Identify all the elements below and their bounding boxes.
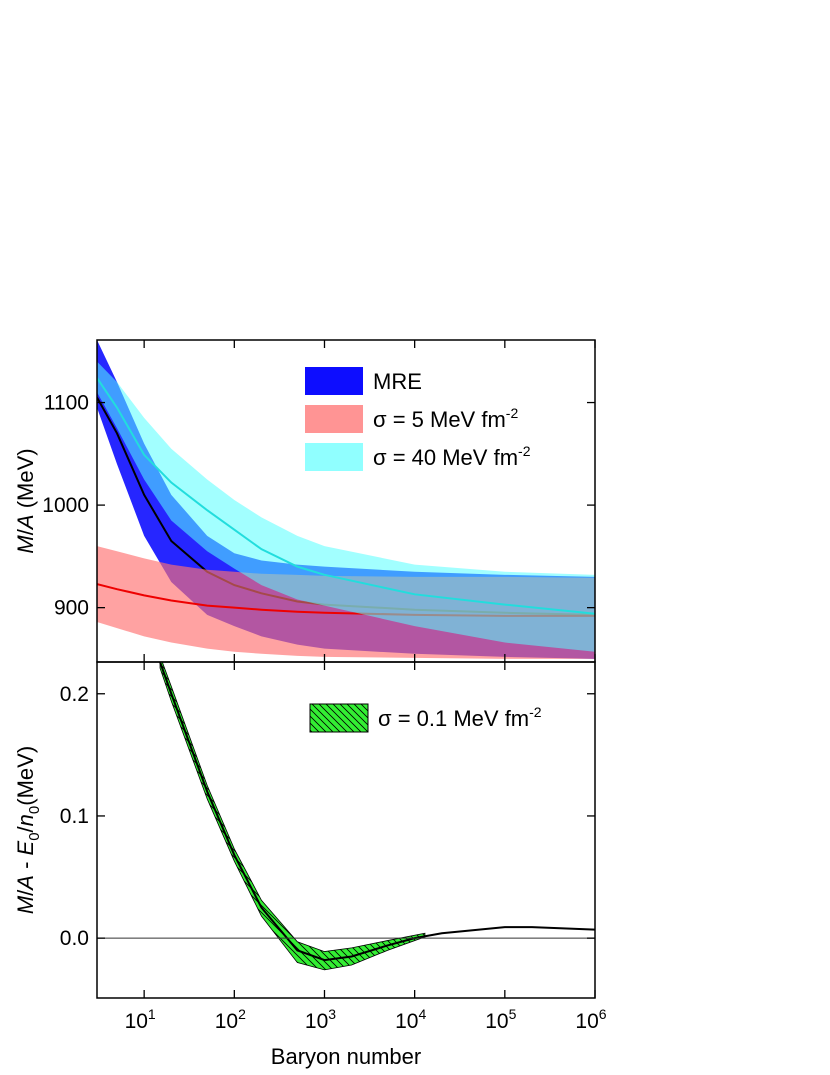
legend-name: σ = 0.1 MeV fm xyxy=(378,706,529,731)
y-axis-label-part: A xyxy=(13,875,38,892)
plot-area xyxy=(97,340,595,659)
x-tick-exponent: 3 xyxy=(328,1006,336,1022)
y-axis-label-part: (MeV) xyxy=(13,746,38,806)
x-tick-exponent: 1 xyxy=(148,1006,156,1022)
y-axis-label-part: (MeV) xyxy=(13,448,38,514)
x-tick-label: 103 xyxy=(305,1006,336,1033)
x-tick-base: 10 xyxy=(125,1010,148,1033)
legend-name: σ = 40 MeV fm xyxy=(373,445,518,470)
x-tick-base: 10 xyxy=(215,1010,238,1033)
x-tick-base: 10 xyxy=(305,1010,328,1033)
x-tick-exponent: 4 xyxy=(418,1006,426,1022)
y-axis-label-part: M xyxy=(13,895,38,914)
x-tick-exponent: 6 xyxy=(599,1006,607,1022)
legend-label: σ = 40 MeV fm-2 xyxy=(373,443,531,470)
x-tick-exponent: 5 xyxy=(509,1006,517,1022)
x-tick-label: 101 xyxy=(125,1006,156,1033)
x-tick-base: 10 xyxy=(575,1010,598,1033)
legend-label: MRE xyxy=(373,369,422,394)
y-axis-label-part: / xyxy=(13,889,38,896)
y-axis-label-part: M xyxy=(13,535,38,554)
legend-name: MRE xyxy=(373,369,422,394)
x-tick-label: 106 xyxy=(575,1006,606,1033)
y-axis-label: M/A - E0/n0(MeV) xyxy=(13,746,43,914)
legend-exponent: -2 xyxy=(506,405,519,421)
x-tick-label: 104 xyxy=(395,1006,426,1033)
line xyxy=(159,662,595,962)
y-axis-label-part: / xyxy=(13,528,38,535)
y-axis-label-part: A xyxy=(13,514,38,531)
y-tick-label: 0.1 xyxy=(60,805,89,828)
y-tick-label: 1100 xyxy=(44,392,89,415)
x-tick-exponent: 2 xyxy=(238,1006,246,1022)
x-axis-label: Baryon number xyxy=(271,1044,421,1069)
y-axis-label-part: E xyxy=(13,840,38,855)
x-tick-base: 10 xyxy=(395,1010,418,1033)
band xyxy=(97,361,595,652)
y-tick-label: 0.2 xyxy=(60,683,89,706)
legend-exponent: -2 xyxy=(518,443,531,459)
y-tick-label: 0.0 xyxy=(60,927,89,950)
line xyxy=(97,377,595,615)
y-axis-label-part: n xyxy=(13,814,38,826)
x-tick-label: 105 xyxy=(485,1006,516,1033)
y-axis-label-part: 0 xyxy=(26,832,43,840)
legend-exponent: -2 xyxy=(529,704,542,720)
x-tick-label: 102 xyxy=(215,1006,246,1033)
x-tick-base: 10 xyxy=(485,1010,508,1033)
y-tick-label: 900 xyxy=(54,597,89,620)
legend-swatch xyxy=(309,703,369,733)
legend-swatch xyxy=(305,443,363,471)
y-axis-label-part: - xyxy=(13,855,38,875)
plot-area xyxy=(159,662,595,971)
legend-swatch xyxy=(305,367,363,395)
legend-label: σ = 5 MeV fm-2 xyxy=(373,405,518,432)
band xyxy=(159,662,426,971)
frame xyxy=(96,661,596,999)
legend-label: σ = 0.1 MeV fm-2 xyxy=(378,704,542,731)
y-tick-label: 1000 xyxy=(42,494,89,517)
legend-swatch xyxy=(305,405,363,433)
y-axis-label-part: / xyxy=(13,825,38,832)
y-axis-label: M/A (MeV) xyxy=(13,448,38,553)
y-axis-label-part: 0 xyxy=(26,806,43,814)
legend-name: σ = 5 MeV fm xyxy=(373,407,506,432)
